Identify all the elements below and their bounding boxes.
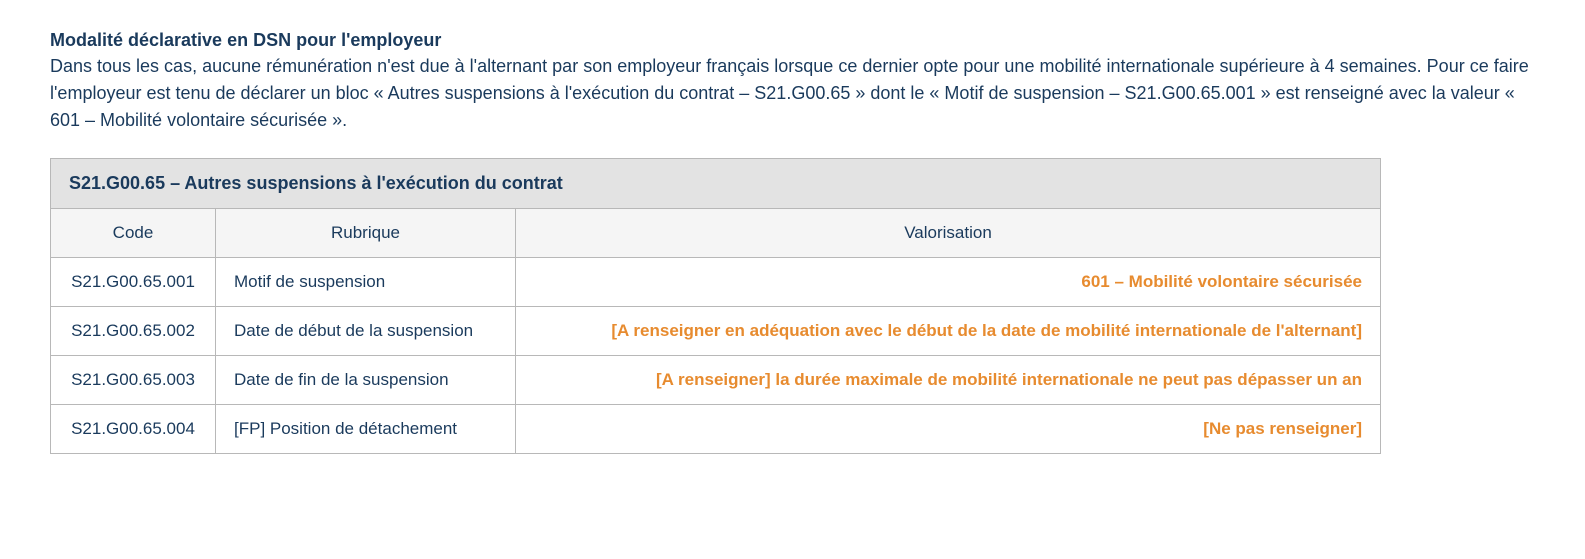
- cell-code: S21.G00.65.004: [51, 405, 216, 454]
- table-row: S21.G00.65.002 Date de début de la suspe…: [51, 307, 1381, 356]
- col-header-valorisation: Valorisation: [516, 209, 1381, 258]
- section-paragraph: Dans tous les cas, aucune rémunération n…: [50, 53, 1535, 134]
- cell-code: S21.G00.65.001: [51, 258, 216, 307]
- table-row: S21.G00.65.003 Date de fin de la suspens…: [51, 356, 1381, 405]
- val-text: [A renseigner] la durée maximale de mobi…: [656, 370, 1362, 389]
- cell-code: S21.G00.65.003: [51, 356, 216, 405]
- table-header-row: Code Rubrique Valorisation: [51, 209, 1381, 258]
- col-header-code: Code: [51, 209, 216, 258]
- cell-valorisation: [A renseigner] la durée maximale de mobi…: [516, 356, 1381, 405]
- cell-rubrique: Date de début de la suspension: [216, 307, 516, 356]
- cell-valorisation: [Ne pas renseigner]: [516, 405, 1381, 454]
- suspension-table: S21.G00.65 – Autres suspensions à l'exéc…: [50, 158, 1381, 454]
- cell-rubrique: [FP] Position de détachement: [216, 405, 516, 454]
- table-title-row: S21.G00.65 – Autres suspensions à l'exéc…: [51, 159, 1381, 209]
- cell-code: S21.G00.65.002: [51, 307, 216, 356]
- val-text: 601 – Mobilité volontaire sécurisée: [1081, 272, 1362, 291]
- cell-valorisation: [A renseigner en adéquation avec le débu…: [516, 307, 1381, 356]
- table-title: S21.G00.65 – Autres suspensions à l'exéc…: [51, 159, 1381, 209]
- val-text: [A renseigner en adéquation avec le débu…: [611, 321, 1362, 340]
- val-text: [Ne pas renseigner]: [1203, 419, 1362, 438]
- cell-rubrique: Motif de suspension: [216, 258, 516, 307]
- table-row: S21.G00.65.001 Motif de suspension 601 –…: [51, 258, 1381, 307]
- cell-valorisation: 601 – Mobilité volontaire sécurisée: [516, 258, 1381, 307]
- table-row: S21.G00.65.004 [FP] Position de détachem…: [51, 405, 1381, 454]
- col-header-rubrique: Rubrique: [216, 209, 516, 258]
- section-heading: Modalité déclarative en DSN pour l'emplo…: [50, 30, 1535, 51]
- cell-rubrique: Date de fin de la suspension: [216, 356, 516, 405]
